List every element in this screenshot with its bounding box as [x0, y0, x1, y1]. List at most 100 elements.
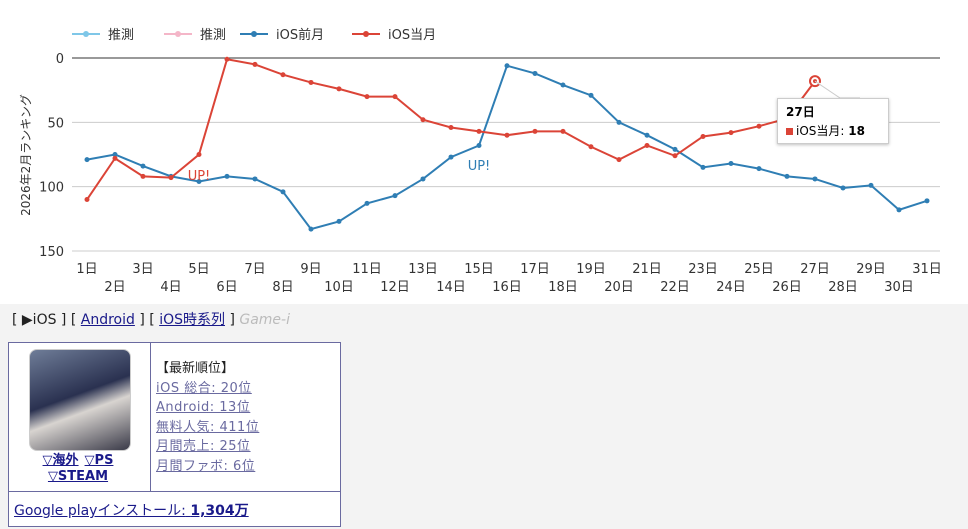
nav-link[interactable]: Android — [80, 312, 135, 328]
ranking-link[interactable]: 月間ファボ: 6位 — [156, 458, 256, 474]
y-tick-label: 0 — [56, 52, 64, 67]
ranking-link[interactable]: 月間売上: 25位 — [156, 439, 251, 454]
x-tick-label: 8日 — [272, 280, 293, 295]
point — [560, 82, 566, 88]
point — [224, 173, 230, 179]
point — [672, 153, 678, 159]
x-tick-label: 6日 — [216, 280, 237, 295]
tooltip-series: iOS当月 — [796, 124, 841, 138]
point — [504, 132, 510, 138]
point — [364, 200, 370, 206]
point — [644, 132, 650, 138]
point — [336, 218, 342, 224]
x-tick-label: 13日 — [408, 262, 438, 277]
x-tick-label: 16日 — [492, 280, 522, 295]
install-link[interactable]: Google playインストール: 1,304万 — [14, 503, 249, 519]
x-tick-label: 21日 — [632, 262, 662, 277]
x-tick-label: 14日 — [436, 280, 466, 295]
point — [252, 61, 258, 67]
x-tick-label: 3日 — [132, 262, 153, 277]
point — [196, 152, 202, 157]
point — [588, 144, 594, 150]
x-tick-label: 10日 — [324, 280, 354, 295]
point — [224, 56, 230, 62]
legend-dot — [251, 31, 257, 37]
point — [532, 70, 538, 76]
legend-dot — [363, 31, 369, 37]
y-tick-label: 50 — [47, 116, 64, 131]
tooltip: 27日 iOS当月: 18 — [777, 98, 889, 144]
nav-text: Game-i — [239, 312, 290, 328]
install-count: Google playインストール: 1,304万 — [14, 500, 249, 520]
point — [252, 176, 258, 182]
point — [84, 197, 90, 203]
link[interactable]: ▽海外 — [42, 453, 79, 468]
nav-text: ] — [229, 312, 235, 328]
ranking-link[interactable]: Android: 13位 — [156, 400, 251, 415]
rankings: 【最新順位】 iOS 総合: 20位 Android: 13位 無料人気: 411位… — [156, 359, 259, 476]
ranking-link[interactable]: iOS 総合: 20位 — [156, 380, 252, 396]
point — [280, 72, 286, 78]
x-tick-label: 11日 — [352, 262, 382, 277]
point — [280, 189, 286, 195]
legend-label: 推測 — [200, 28, 226, 43]
point — [476, 128, 482, 134]
x-tick-label: 31日 — [912, 262, 942, 277]
x-tick-label: 27日 — [800, 262, 830, 277]
tooltip-value: 18 — [848, 124, 865, 138]
point — [112, 152, 118, 157]
point — [756, 166, 762, 172]
x-tick-label: 24日 — [716, 280, 746, 295]
point — [448, 154, 454, 160]
point — [672, 146, 678, 152]
legend-label: iOS前月 — [276, 27, 324, 43]
point — [532, 128, 538, 134]
x-tick-label: 7日 — [244, 262, 265, 277]
point — [924, 198, 930, 204]
x-tick-label: 28日 — [828, 280, 858, 295]
x-tick-label: 1日 — [76, 262, 97, 277]
series-line — [86, 64, 928, 231]
ranking-title: 【最新順位】 — [156, 361, 235, 376]
point — [308, 226, 314, 232]
legend-dot — [83, 31, 89, 37]
tooltip-pointer — [814, 80, 860, 99]
x-tick-label: 9日 — [300, 262, 321, 277]
app-card: ▽海外 ▽PS ▽STEAM 【最新順位】 iOS 総合: 20位 Android:… — [8, 342, 341, 527]
ranking-link[interactable]: 無料人気: 411位 — [156, 419, 260, 435]
point — [812, 176, 818, 182]
point — [504, 63, 510, 69]
point — [728, 130, 734, 136]
point — [392, 193, 398, 199]
platform-links: ▽海外 ▽PS ▽STEAM — [13, 453, 143, 485]
nav-link[interactable]: iOS時系列 — [159, 312, 225, 328]
point — [784, 173, 790, 179]
point — [308, 79, 314, 85]
x-tick-label: 17日 — [520, 262, 550, 277]
point — [588, 92, 594, 98]
tooltip-title: 27日 — [786, 105, 815, 119]
point — [700, 133, 706, 139]
point — [112, 155, 118, 161]
point — [420, 176, 426, 182]
point — [392, 94, 398, 100]
point — [868, 182, 874, 188]
install-value: 1,304万 — [190, 503, 249, 519]
x-tick-label: 26日 — [772, 280, 802, 295]
point — [896, 207, 902, 213]
x-tick-label: 30日 — [884, 280, 914, 295]
legend-dot — [175, 31, 181, 37]
point — [840, 185, 846, 191]
point — [196, 179, 202, 185]
link[interactable]: ▽PS — [84, 453, 114, 468]
annotation: UP! — [188, 169, 211, 184]
legend-label: iOS当月 — [388, 28, 436, 43]
point — [616, 119, 622, 125]
point — [336, 86, 342, 92]
nav-text: [ ▶iOS ] — [12, 312, 67, 328]
link[interactable]: ▽STEAM — [47, 469, 109, 484]
annotation: UP! — [468, 159, 491, 174]
point — [476, 142, 482, 148]
y-tick-label: 150 — [39, 245, 64, 260]
